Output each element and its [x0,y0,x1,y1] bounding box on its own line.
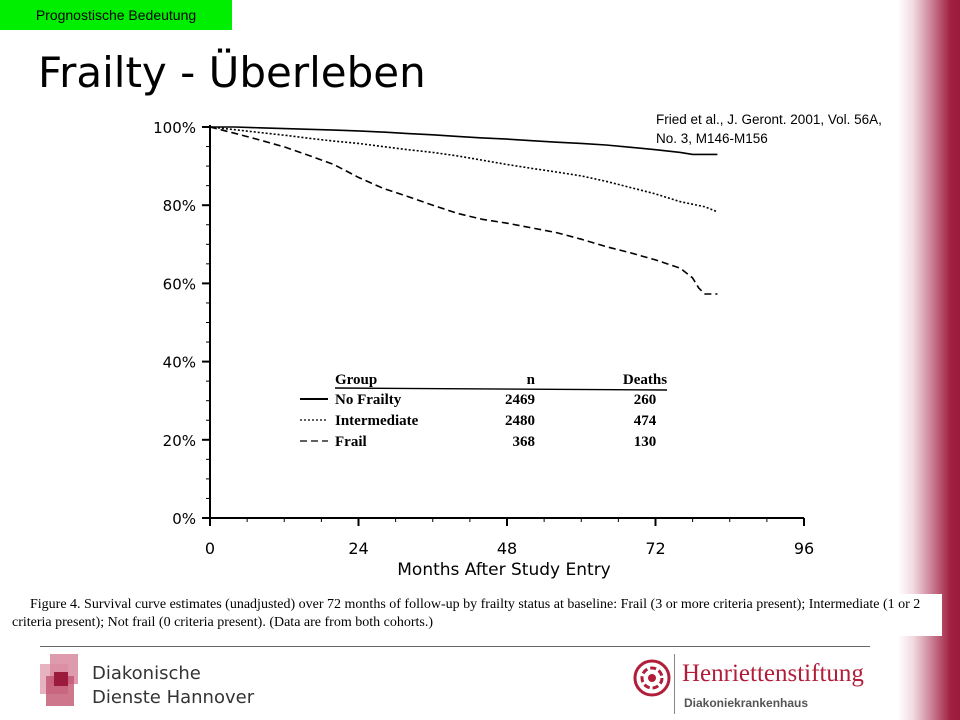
legend-header-n: n [527,372,536,388]
y-tick-label: 80% [163,197,196,215]
series-line-frail [209,126,718,295]
legend-n-value: 2480 [505,413,535,429]
chart-series [209,126,718,295]
henriettenstiftung-name: Henriettenstiftung [682,660,864,687]
henriettenstiftung-logo-icon [633,659,671,697]
diakonische-logo-icon [40,654,78,706]
chart-axes: 0% 20% 40% 60% 80% 100% 0 24 48 72 96 [153,119,814,558]
legend-group-label: Frail [335,434,367,450]
y-tick-label: 40% [163,354,196,372]
series-line-intermediate [209,126,718,213]
y-tick-label: 100% [153,119,196,137]
legend-deaths-value: 474 [634,413,657,429]
x-tick-label: 0 [205,539,215,558]
henriettenstiftung-sub: Diakoniekrankenhaus [684,696,809,710]
caption-background [0,594,942,636]
logo-left-line2: Dienste Hannover [92,687,255,708]
x-tick-label: 48 [497,539,517,558]
citation: Fried et al., J. Geront. 2001, Vol. 56A,… [656,112,882,146]
legend-group-label: Intermediate [335,413,419,429]
y-tick-label: 0% [172,510,196,528]
x-tick-label: 96 [794,539,814,558]
survival-chart: 0% 20% 40% 60% 80% 100% 0 24 48 72 96 Group n Deaths… [153,119,814,580]
legend-header-group: Group [335,372,377,388]
page-title: Frailty - Überleben [38,48,426,97]
logo-left-line1: Diakonische [92,663,201,684]
legend-n-value: 368 [513,434,536,450]
figure-caption: Figure 4. Survival curve estimates (unad… [12,597,921,630]
legend-header-rule [334,387,668,391]
y-tick-label: 60% [163,275,196,293]
legend-header-deaths: Deaths [623,372,667,388]
footer-divider [40,646,870,647]
x-tick-label: 72 [645,539,665,558]
logo-divider [674,654,675,714]
y-tick-label: 20% [163,432,196,450]
legend-group-label: No Frailty [335,392,402,408]
series-line-no-frailty [210,126,718,156]
section-tag: Prognostische Bedeutung [0,0,232,30]
chart-legend: Group n Deaths No Frailty 2469 260 Intermediat… [300,372,667,450]
legend-deaths-value: 130 [634,434,657,450]
legend-n-value: 2469 [505,392,535,408]
legend-deaths-value: 260 [634,392,657,408]
x-tick-label: 24 [348,539,368,558]
x-axis-label: Months After Study Entry [397,560,611,580]
diakonische-logo-text: Diakonische Dienste Hannover [92,662,254,710]
